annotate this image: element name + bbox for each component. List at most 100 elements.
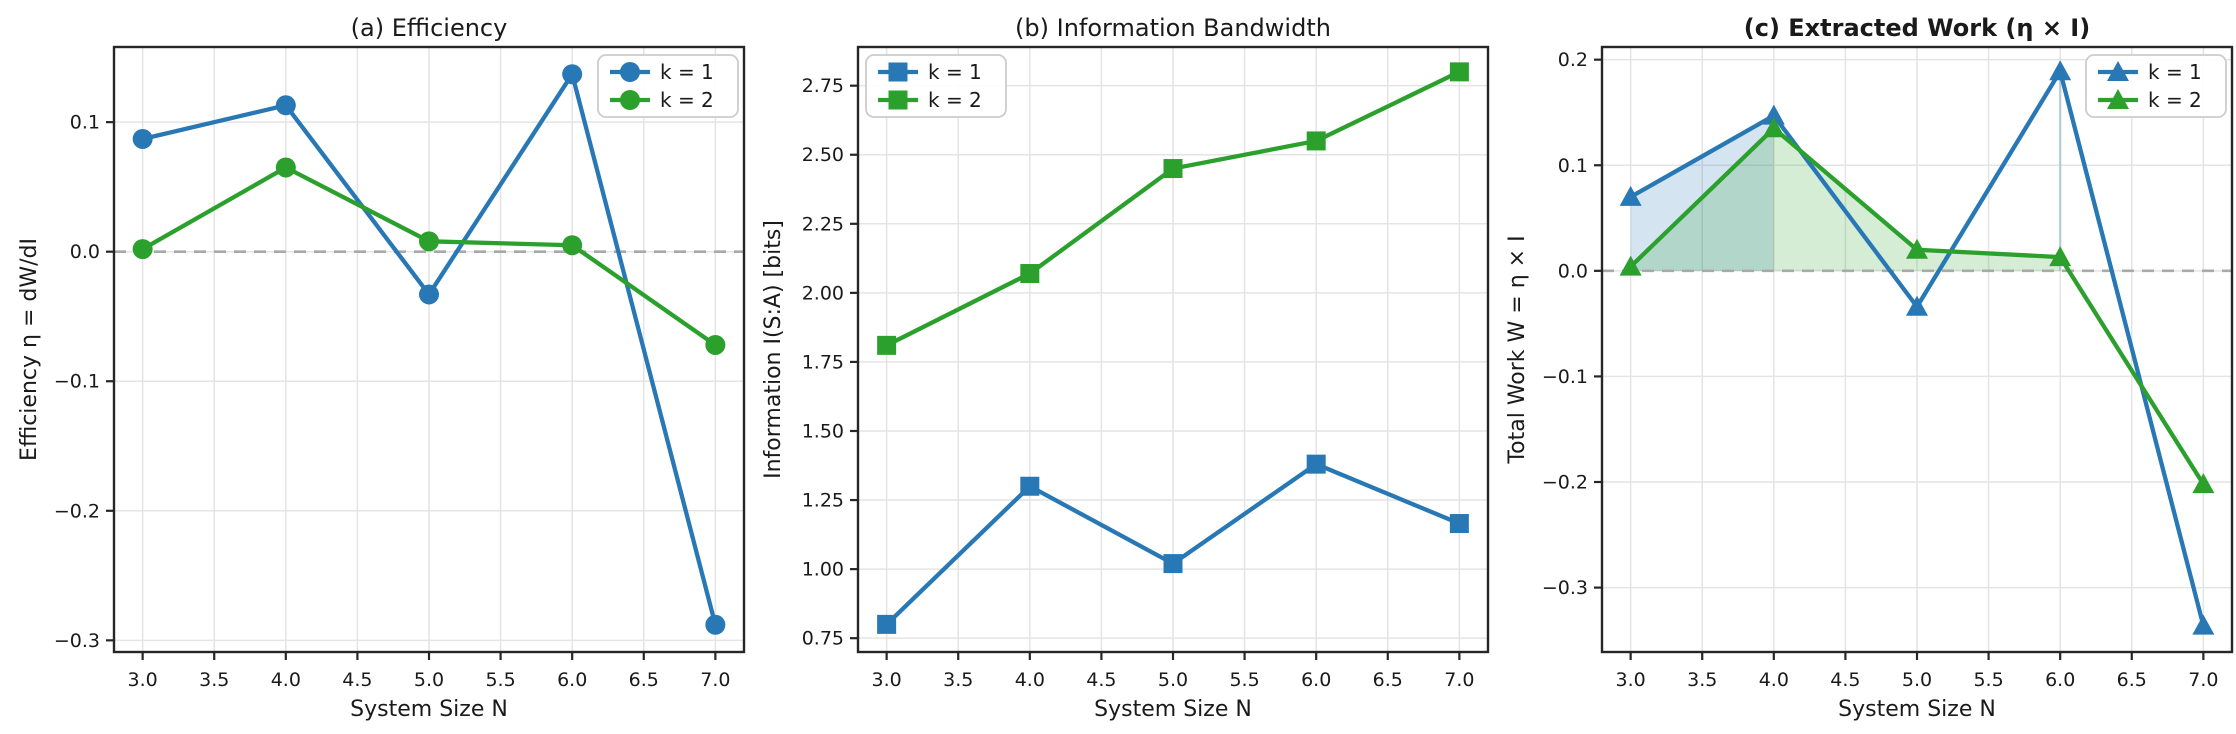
y-tick-label: −0.1 [1542,366,1588,388]
y-tick-label: −0.2 [1542,472,1588,494]
x-tick-label: 5.5 [485,669,515,691]
x-tick-label: 4.5 [1830,669,1860,691]
x-tick-label: 4.5 [342,669,372,691]
legend-label: k = 2 [2148,88,2202,112]
square-marker [1020,476,1040,496]
circle-marker [562,235,583,256]
square-marker [1306,131,1326,151]
y-tick-label: 2.00 [802,282,844,304]
y-tick-label: 0.2 [1558,49,1588,71]
x-tick-label: 5.5 [1229,669,1259,691]
x-tick-label: 6.0 [2045,669,2075,691]
triangle-marker [2192,473,2215,494]
y-axis-label: Information I(S:A) [bits] [761,220,786,479]
y-tick-label: 0.1 [1558,155,1588,177]
x-tick-label: 3.5 [1687,669,1717,691]
y-tick-label: 1.00 [802,559,844,581]
x-tick-label: 7.0 [700,669,730,691]
x-tick-label: 6.5 [2117,669,2147,691]
square-marker [877,614,897,634]
triangle-marker [1762,104,1785,125]
x-tick-label: 4.0 [1015,669,1045,691]
legend-label: k = 1 [928,60,982,84]
x-tick-label: 3.0 [1616,669,1646,691]
panel-b: 3.0 3.5 4.0 4.5 5.0 5.5 6.0 6.5 7.0 2.75 2.50 2.25 2… [761,14,1490,722]
x-tick-label: 3.0 [872,669,902,691]
y-tick-label: 2.25 [802,213,844,235]
square-marker [888,90,908,110]
triangle-marker [2107,61,2129,81]
triangle-marker [2049,246,2072,267]
triangle-marker [1619,255,1642,276]
circle-marker [275,157,296,178]
legend-label: k = 1 [2148,60,2202,84]
circle-marker [705,614,726,635]
x-tick-label: 7.0 [2188,669,2218,691]
panel-title: (c) Extracted Work (η × I) [1744,14,2090,42]
y-tick-label: −0.3 [54,630,100,652]
y-axis-label: Efficiency η = dW/dI [17,238,42,461]
x-tick-label: 3.5 [943,669,973,691]
x-axis-label: System Size N [1094,697,1252,722]
circle-marker [620,62,640,82]
square-marker [1163,554,1183,574]
x-axis-label: System Size N [1838,697,1996,722]
circle-marker [562,64,583,85]
legend-label: k = 1 [660,60,714,84]
x-tick-label: 4.0 [1759,669,1789,691]
square-marker [1449,62,1469,82]
x-tick-label: 3.5 [199,669,229,691]
x-tick-label: 5.5 [1973,669,2003,691]
x-tick-label: 6.0 [557,669,587,691]
y-tick-label: 0.75 [802,628,844,650]
panel-c: 3.0 3.5 4.0 4.5 5.0 5.5 6.0 6.5 7.0 0.2 0.1 0.0 −0.1… [1505,14,2234,722]
square-marker [888,62,908,82]
y-tick-label: 1.75 [802,351,844,373]
x-tick-label: 5.0 [1902,669,1932,691]
circle-marker [620,90,640,110]
triangle-marker [2049,60,2072,81]
x-axis-label: System Size N [350,697,508,722]
x-tick-label: 6.5 [629,669,659,691]
triangle-marker [2192,614,2215,635]
x-tick-label: 4.5 [1086,669,1116,691]
y-tick-label: 1.50 [802,420,844,442]
square-marker [1449,514,1469,534]
circle-marker [132,239,153,260]
y-tick-label: 0.1 [70,112,100,134]
y-tick-label: −0.2 [54,500,100,522]
triangle-marker [1619,185,1642,206]
legend-label: k = 2 [928,88,982,112]
panel-title: (b) Information Bandwidth [1015,14,1331,42]
triangle-marker [1906,238,1928,259]
legend-label: k = 2 [660,88,714,112]
y-tick-label: 0.0 [1558,260,1588,282]
y-tick-label: 2.75 [802,75,844,97]
x-tick-label: 3.0 [128,669,158,691]
square-marker [1306,454,1326,474]
triangle-marker [1762,117,1785,138]
x-tick-label: 5.0 [414,669,444,691]
square-marker [877,335,897,355]
circle-marker [419,231,439,252]
circle-marker [705,334,726,355]
y-tick-label: 1.25 [802,490,844,512]
y-tick-label: 0.0 [70,241,100,263]
square-marker [1020,264,1040,284]
x-tick-label: 6.5 [1373,669,1403,691]
y-tick-label: −0.3 [1542,577,1588,599]
y-tick-label: 2.50 [802,144,844,166]
circle-marker [419,284,439,305]
y-tick-label: −0.1 [54,371,100,393]
x-tick-label: 5.0 [1158,669,1188,691]
circle-marker [132,128,153,149]
y-axis-label: Total Work W = η × I [1505,235,1530,464]
x-tick-label: 4.0 [271,669,301,691]
triangle-marker [2107,89,2129,109]
circle-marker [275,95,296,116]
panel-a: 3.0 3.5 4.0 4.5 5.0 5.5 6.0 6.5 7.0 0.1 0.0 −0.1 −0.… [17,14,746,722]
x-tick-label: 6.0 [1301,669,1331,691]
square-marker [1163,159,1183,179]
